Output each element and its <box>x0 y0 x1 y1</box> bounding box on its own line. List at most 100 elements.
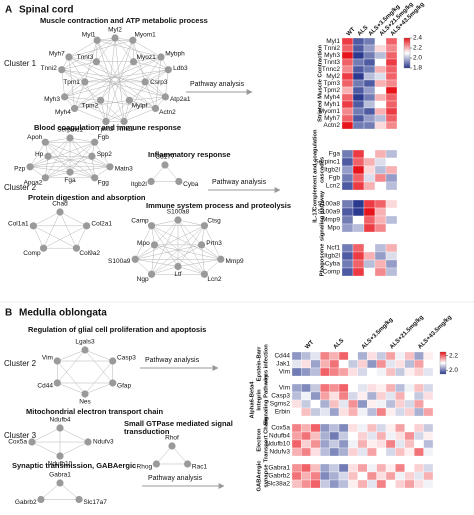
heatmap-cell <box>385 51 398 60</box>
node-label: Nes <box>79 399 91 406</box>
node-label: Ndufb10 <box>48 461 73 468</box>
row-label: Myl1 <box>326 38 340 45</box>
heatmap-cell <box>374 215 387 225</box>
network-title: transduction <box>124 427 170 436</box>
heatmap-cell <box>423 359 434 369</box>
heatmap-cell <box>363 93 376 102</box>
node-label: Mmp9 <box>226 258 244 265</box>
heatmap-cell <box>376 423 387 433</box>
heatmap-cell <box>338 423 349 433</box>
network-title: Inflammatory response <box>148 150 231 159</box>
row-label: Itgb2l <box>324 253 340 260</box>
network-edge <box>84 349 113 362</box>
network-title: Regulation of glial cell proliferation a… <box>28 325 206 334</box>
row-label: Tpm2 <box>323 87 340 94</box>
network-title: Small GTPase mediated signal <box>124 419 233 428</box>
network-edge <box>144 81 166 98</box>
heatmap-cell <box>320 471 330 481</box>
heatmap-cell <box>374 121 387 130</box>
heatmap-cell <box>329 463 340 473</box>
network-edge <box>45 141 95 179</box>
heatmap-cell <box>310 359 321 369</box>
row-label: Erbin <box>275 409 291 416</box>
heatmap-cell <box>301 471 311 481</box>
heatmap-cell <box>423 479 434 489</box>
heatmap-cell <box>357 399 368 409</box>
heatmap-cell <box>374 251 387 261</box>
heatmap-cell <box>376 407 387 417</box>
heatmap-cell <box>367 351 377 361</box>
network-node <box>84 438 92 446</box>
heatmap-cell <box>301 407 311 417</box>
heatmap-cell <box>352 259 365 269</box>
node-label: Myh4 <box>55 109 71 116</box>
colorbar <box>439 351 447 375</box>
network-edge <box>45 137 71 143</box>
heatmap-cell <box>385 93 398 102</box>
colorbar-label: 2.0 <box>449 367 458 374</box>
network-edge <box>129 96 166 101</box>
heatmap-cell <box>341 107 354 116</box>
heatmap-cell <box>352 121 365 130</box>
heatmap-cell <box>363 86 376 95</box>
node-label: Serpinc1 <box>57 127 83 134</box>
heatmap-cell <box>352 251 365 261</box>
network-edge <box>144 81 156 109</box>
pathway-label: Pathway analysis <box>145 357 200 364</box>
row-label: Gabrb2 <box>268 473 290 480</box>
network-node <box>161 161 169 169</box>
network-edge <box>123 100 130 122</box>
heatmap-cell <box>329 359 340 369</box>
heatmap-cell <box>385 121 398 130</box>
heatmap-cell <box>291 407 302 417</box>
heatmap-cell <box>320 463 330 473</box>
heatmap-cell <box>385 243 398 253</box>
heatmap-cell <box>329 367 340 377</box>
heatmap-cell <box>363 207 376 217</box>
heatmap-cell <box>385 86 398 95</box>
heatmap-cell <box>374 107 387 116</box>
row-label: Gabra1 <box>268 465 290 472</box>
heatmap-cell <box>329 423 340 433</box>
network-title: Immune system process and proteolysis <box>146 201 291 210</box>
heatmap-cell <box>395 383 405 393</box>
heatmap-cell <box>329 399 340 409</box>
node-label: Myoz1 <box>137 54 157 61</box>
network-edge <box>61 61 97 70</box>
heatmap-cell <box>414 399 424 409</box>
heatmap-cell <box>376 463 387 473</box>
heatmap-cell <box>341 51 354 60</box>
heatmap-cell <box>367 359 377 369</box>
row-label: Cyba <box>325 261 341 268</box>
heatmap-cell <box>291 383 302 393</box>
heatmap-cell <box>423 351 434 361</box>
cluster-label: Cluster 3 <box>4 431 37 440</box>
heatmap-cell <box>414 391 424 401</box>
heatmap-cell <box>310 383 321 393</box>
heatmap-cell <box>423 423 434 433</box>
row-label: S100a8 <box>318 201 341 208</box>
row-label: Tnnc2 <box>322 66 340 73</box>
heatmap-cell <box>376 479 387 489</box>
network-node <box>56 452 64 460</box>
panel-letter: B <box>5 308 12 319</box>
heatmap-cell <box>338 399 349 409</box>
network-edge <box>61 69 101 101</box>
pathway-name: Complement and coagulation <box>313 129 319 211</box>
cluster-label: Cluster 2 <box>4 183 37 192</box>
node-label: Lcn2 <box>207 276 221 283</box>
network-node <box>83 222 91 230</box>
heatmap-cell <box>291 463 302 473</box>
heatmap-cell <box>341 173 354 183</box>
heatmap-cell <box>310 471 321 481</box>
heatmap-cell <box>329 407 340 417</box>
network-edge <box>69 142 95 173</box>
heatmap-cell <box>352 114 365 123</box>
heatmap-cell <box>320 423 330 433</box>
network-edge <box>31 427 61 443</box>
heatmap-cell <box>404 359 415 369</box>
network-title: Blood coagulation and immune response <box>34 123 181 132</box>
panel-title: Medulla oblongata <box>19 308 107 319</box>
heatmap-cell <box>414 383 424 393</box>
